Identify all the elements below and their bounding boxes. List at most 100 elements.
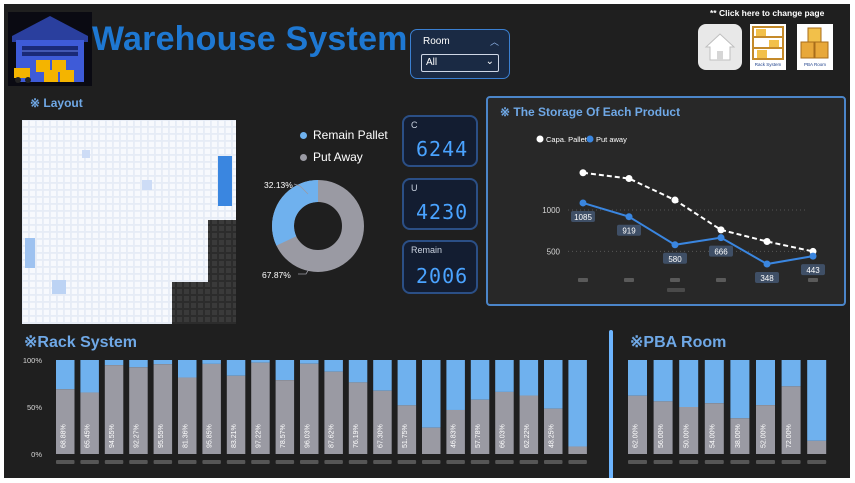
line-legend-item: Put away (586, 135, 627, 144)
bar-value-label: 65.45% (85, 424, 92, 448)
x-tick-label-blurred (544, 460, 563, 464)
bar-remaining (56, 360, 75, 390)
bar-remaining (397, 360, 417, 406)
x-axis-label-blurred (667, 288, 685, 292)
bar-remaining (348, 360, 368, 383)
home-icon (704, 33, 736, 61)
bar-value-label: 54.00% (709, 424, 716, 448)
bar-used (178, 377, 197, 454)
data-point (671, 241, 679, 249)
pba-room-nav-button[interactable]: PBA Room (797, 24, 833, 70)
page-title: Warehouse System (92, 20, 408, 58)
collapse-chevron-icon[interactable]: ︿ (489, 37, 499, 47)
bar-used (251, 362, 270, 454)
bar-used (756, 405, 775, 454)
rack-system-chart: 0% 50% 100% 68.88% 65.45% 94.55% 92.27% 95.55% 8… (23, 356, 587, 464)
data-label: 1085 (574, 213, 592, 222)
kpi-card-capacity: C 6244 (402, 115, 478, 167)
x-tick-label-blurred (397, 460, 417, 464)
data-point (579, 199, 587, 207)
data-label: 580 (668, 255, 682, 264)
data-label-box (617, 224, 641, 236)
room-select[interactable]: All ⌄ (421, 54, 499, 72)
chevron-down-icon[interactable]: ⌄ (485, 56, 494, 67)
bar-value-label: 94.55% (109, 424, 116, 448)
bar-used (495, 391, 514, 454)
bar-used (704, 403, 724, 454)
x-tick-label-blurred (704, 460, 724, 464)
x-tick-label-blurred (653, 460, 673, 464)
bar-used (446, 409, 465, 454)
bar-remaining (153, 360, 173, 365)
bar-used (104, 365, 124, 454)
bar-used (275, 380, 295, 454)
bar-value-label: 96.03% (304, 424, 311, 448)
data-point (625, 175, 633, 183)
data-point (671, 196, 679, 204)
bar-remaining (422, 360, 441, 428)
data-point (763, 260, 771, 268)
bar-value-label: 62.22% (524, 424, 531, 448)
room-filter[interactable]: Room ︿ All ⌄ (410, 29, 510, 79)
data-label-box (571, 210, 595, 222)
data-point (717, 234, 725, 242)
rack-shelf-icon (750, 24, 786, 70)
data-label: 348 (760, 274, 774, 283)
bar-value-label: 67.30% (377, 424, 384, 448)
bar-used (422, 427, 441, 454)
bar-value-label: 48.25% (548, 424, 555, 448)
legend-dot (586, 135, 594, 143)
x-tick-label-blurred (624, 278, 634, 282)
bar-used (324, 371, 343, 454)
bar-value-label: 87.62% (329, 424, 336, 448)
bar-remaining (324, 360, 343, 372)
bar-used (226, 375, 246, 454)
x-tick-label-blurred (104, 460, 124, 464)
rack-system-nav-button[interactable]: Rack System (750, 24, 786, 70)
bar-remaining (495, 360, 514, 392)
bar-remaining (251, 360, 270, 363)
bar-used (202, 363, 221, 454)
x-tick-label-blurred (781, 460, 801, 464)
bar-remaining (756, 360, 775, 406)
kpi-label: U (411, 183, 418, 193)
x-tick-label-blurred (495, 460, 514, 464)
data-point (579, 169, 587, 177)
kpi-label: C (411, 120, 418, 130)
data-point (763, 237, 771, 245)
rack-system-caption: Rack System (754, 62, 782, 67)
bar-remaining (519, 360, 539, 396)
bar-remaining (568, 360, 587, 447)
x-tick-label-blurred (470, 460, 490, 464)
legend-dot (300, 154, 307, 162)
bar-used (373, 390, 392, 454)
bar-used (153, 364, 173, 454)
bar-value-label: 95.55% (158, 424, 165, 448)
x-tick-label-blurred (808, 278, 818, 282)
x-tick-label-blurred (568, 460, 587, 464)
bar-used (348, 382, 368, 454)
x-tick-label-blurred (348, 460, 368, 464)
bar-remaining (178, 360, 197, 378)
putaway-pct-label: 67.87% (262, 270, 291, 280)
bar-used (568, 446, 587, 454)
bar-value-label: 46.83% (451, 424, 458, 448)
bar-value-label: 52.00% (761, 424, 768, 448)
bar-remaining (807, 360, 827, 441)
legend-label: Put away (596, 135, 627, 144)
x-tick-label-blurred (446, 460, 465, 464)
bar-value-label: 92.27% (133, 424, 140, 448)
room-filter-label: Room (423, 36, 450, 47)
bar-remaining (628, 360, 647, 396)
bar-remaining (226, 360, 246, 376)
home-button[interactable] (698, 24, 742, 70)
bar-value-label: 83.21% (231, 424, 238, 448)
x-tick-label-blurred (373, 460, 392, 464)
bar-used (56, 389, 75, 454)
bar-remaining (679, 360, 699, 407)
x-tick-label-blurred (628, 460, 647, 464)
x-tick-label-blurred (275, 460, 295, 464)
data-label-box (755, 272, 779, 284)
y-tick-label: 50% (27, 403, 42, 412)
bar-value-label: 38.00% (735, 424, 742, 448)
